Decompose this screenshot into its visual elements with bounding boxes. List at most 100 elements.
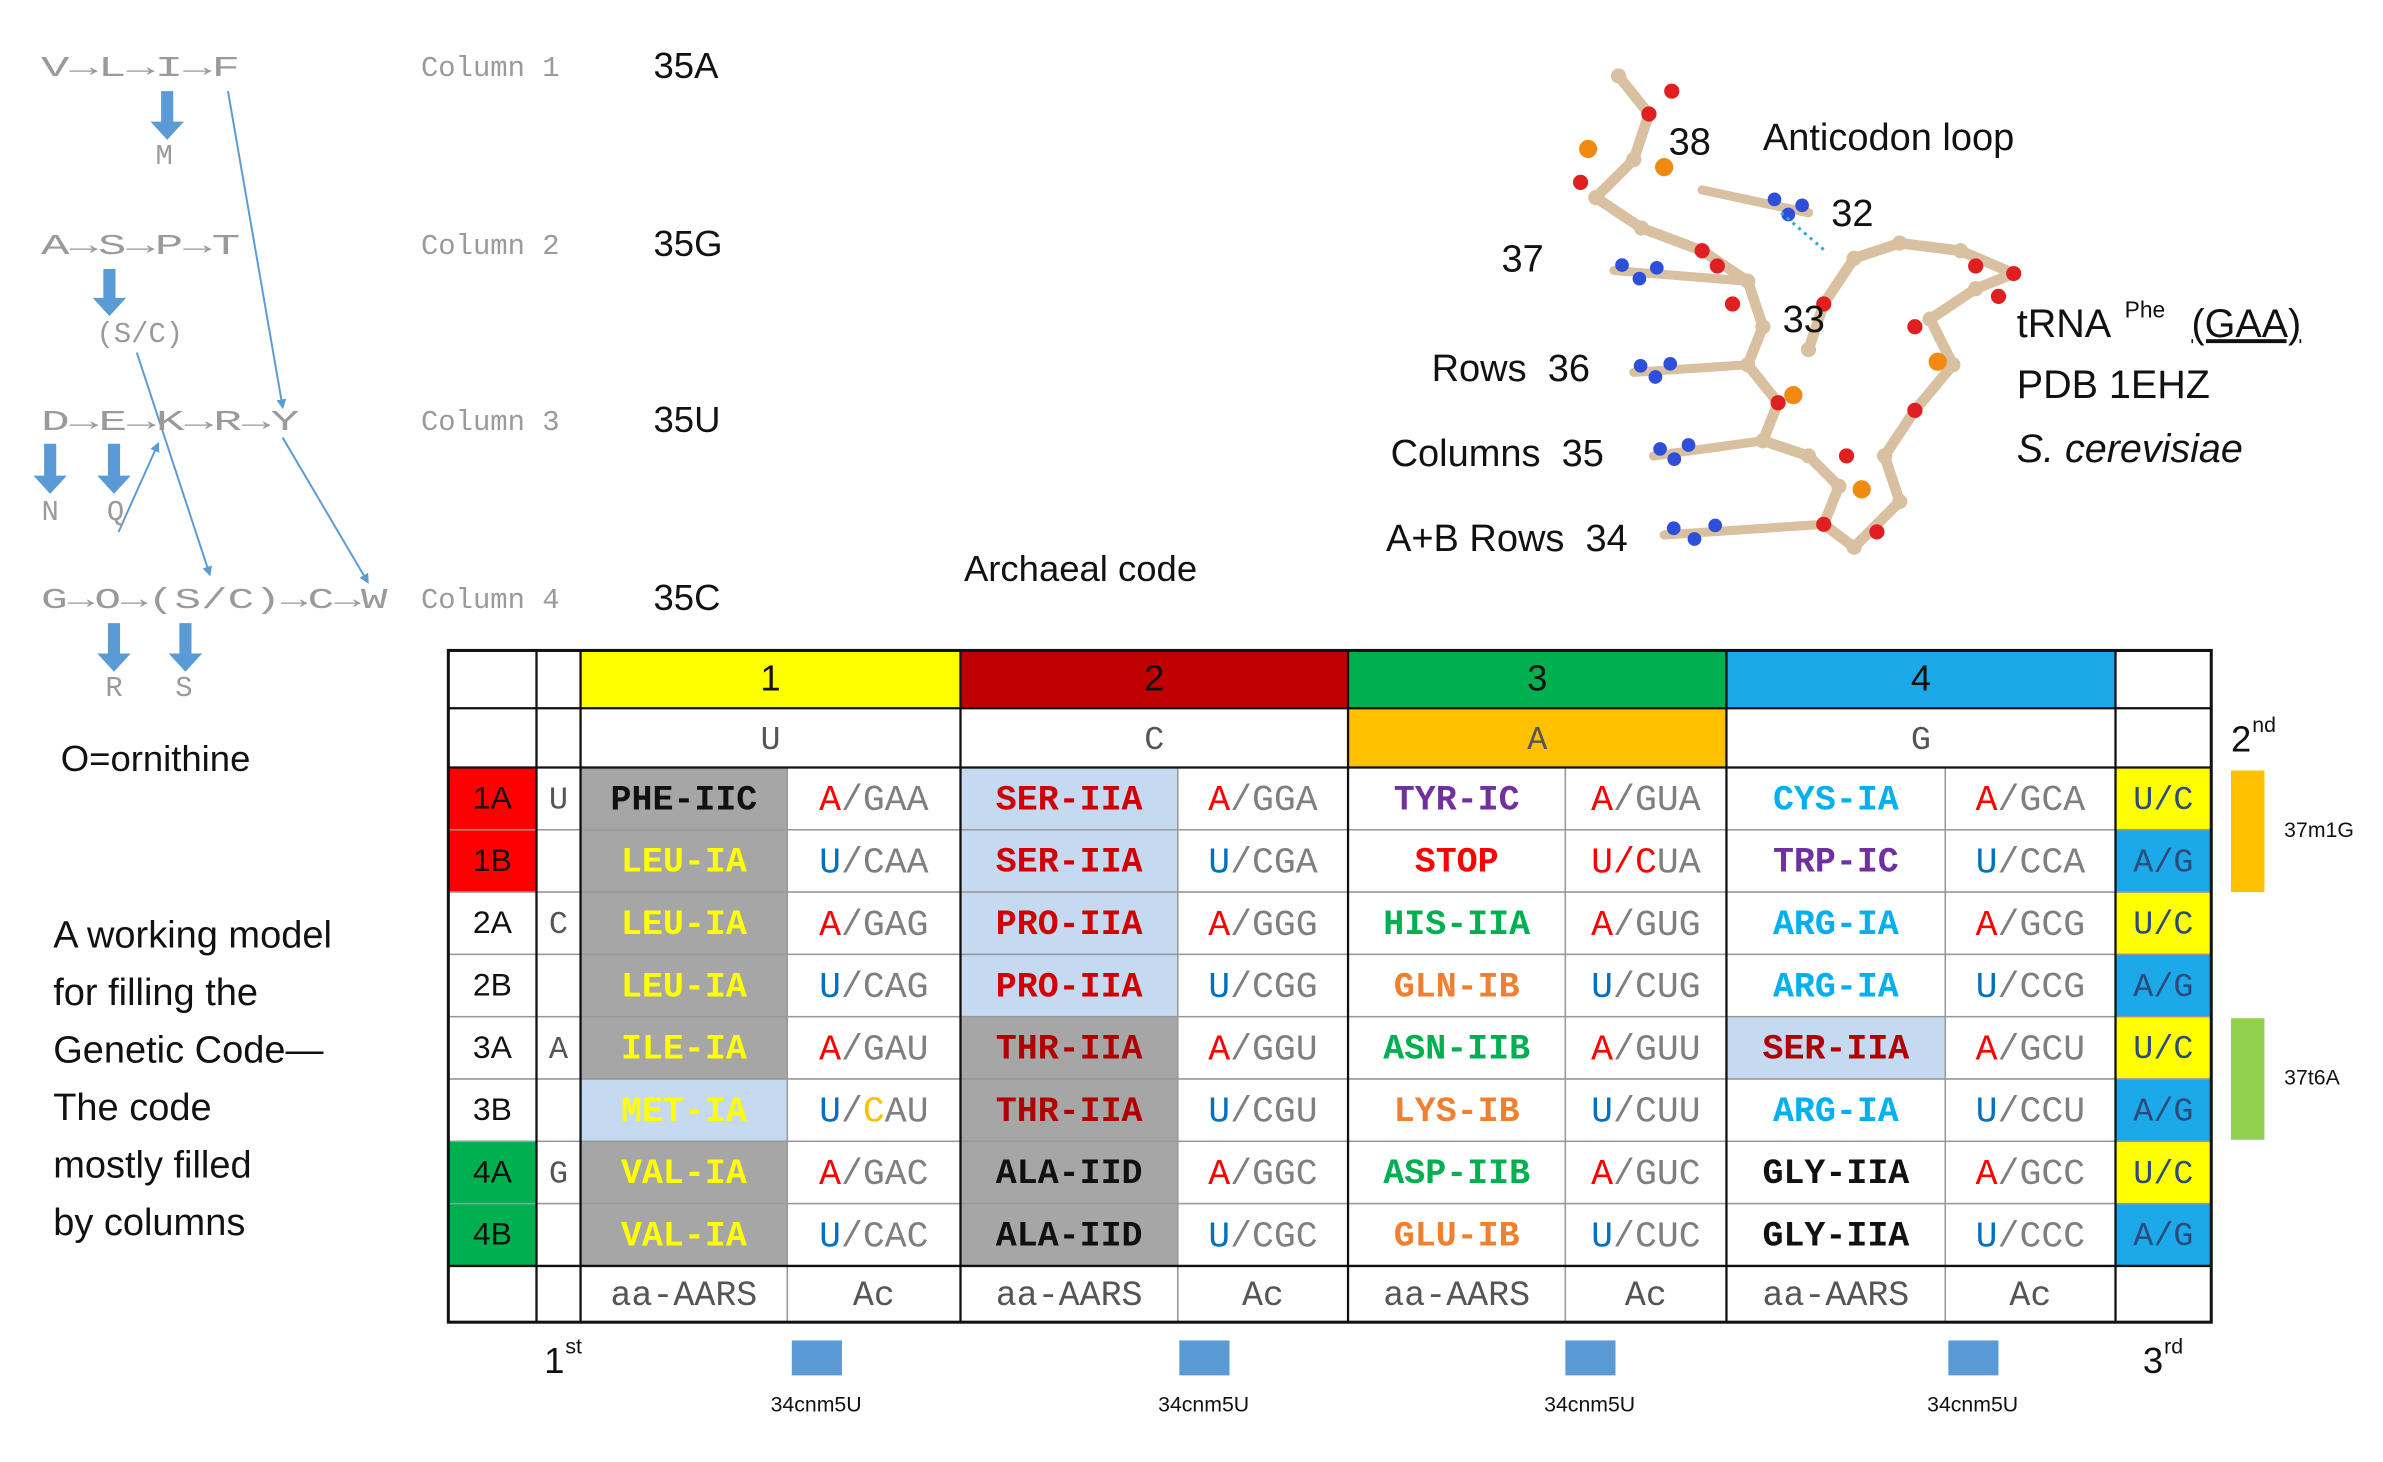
third-base: A/G	[2133, 1094, 2193, 1132]
anticodon-part: U	[1976, 842, 1998, 883]
anticodon: A/GUG	[1591, 904, 1700, 945]
first-base: A	[549, 1031, 569, 1068]
anticodon-part: A	[1591, 904, 1613, 945]
anticodon-part: U	[1208, 967, 1230, 1008]
anticodon-part: /	[841, 1091, 863, 1132]
branch-label: Q	[107, 496, 124, 529]
anticodon-part: AU	[885, 1091, 929, 1132]
footer-cell	[447, 1265, 538, 1323]
footer-cell	[786, 1265, 962, 1323]
atom	[1831, 478, 1847, 494]
third-base: A/G	[2133, 844, 2193, 882]
atom	[1648, 370, 1663, 384]
aars-label: MET-IA	[621, 1093, 747, 1132]
aars-cell	[1347, 829, 1567, 893]
atom	[1838, 448, 1855, 464]
aars-label: ARG-IA	[1773, 906, 1899, 945]
anticodon: U/CCA	[1976, 842, 2086, 883]
atom	[1767, 192, 1782, 207]
anticodon-part: /GGU	[1230, 1029, 1318, 1070]
first-base: G	[549, 1155, 568, 1192]
row-label-cell	[447, 1140, 538, 1205]
aars-label: PHE-IIC	[611, 781, 758, 820]
aars-label: ILE-IA	[621, 1031, 747, 1070]
anticodon: U/CAA	[819, 842, 929, 883]
anticodon-part: C	[863, 1091, 885, 1132]
wobble-label: 34cnm5U	[771, 1392, 862, 1416]
aars-label: LYS-IB	[1394, 1093, 1520, 1132]
aars-label: STOP	[1415, 844, 1499, 883]
aars-label: ARG-IA	[1773, 1093, 1899, 1132]
organism: S. cerevisiae	[2017, 427, 2243, 471]
atom	[1633, 358, 1648, 373]
base-stick	[1659, 519, 1829, 540]
atom	[1633, 220, 1649, 236]
anticodon: A/GUC	[1591, 1154, 1700, 1195]
model-text: Genetic Code—	[53, 1030, 323, 1072]
atom	[1892, 493, 1908, 510]
aars-cell	[579, 829, 789, 893]
atom	[1781, 207, 1796, 222]
anticodon-part: U	[1208, 1216, 1230, 1257]
atom	[1755, 319, 1771, 335]
anticodon-part: U	[819, 967, 841, 1008]
anticodon: U/CAU	[819, 1091, 928, 1132]
atom	[1846, 250, 1862, 266]
wobble-label: 34cnm5U	[1158, 1392, 1249, 1416]
anticodon-cell	[1564, 1140, 1728, 1205]
first-base-cell	[535, 1078, 582, 1143]
anticodon-part: A	[1208, 1154, 1230, 1195]
structure-label: Columns 35	[1391, 433, 1604, 475]
structure-label: A+B Rows 34	[1386, 518, 1628, 560]
column-header: 1	[760, 657, 780, 698]
first-base-cell	[535, 1140, 582, 1205]
branch-label: S	[175, 672, 192, 705]
anticodon-cell	[786, 1078, 962, 1143]
anticodon-part: U	[1591, 967, 1613, 1008]
phosphate	[1579, 139, 1598, 159]
anticodon: A/GCU	[1976, 1029, 2085, 1070]
anticodon: A/GGU	[1208, 1029, 1317, 1070]
anticodon-part: /CCG	[1998, 967, 2086, 1008]
anticodon-cell	[786, 891, 962, 956]
aars-cell	[1725, 829, 1947, 893]
anticodon-cell	[786, 1202, 962, 1267]
phosphate	[1655, 158, 1674, 177]
anticodon-cell	[1177, 1202, 1349, 1267]
anticodon-cell	[1944, 1015, 2117, 1080]
anticodon: A/GUA	[1591, 780, 1701, 821]
first-base: C	[549, 906, 568, 943]
atom	[1740, 273, 1756, 289]
base-header-cell	[1725, 707, 2117, 769]
branch-label: (S/C)	[97, 318, 184, 351]
anticodon: U/CUA	[1591, 842, 1701, 883]
anticodon: A/GUU	[1591, 1029, 1700, 1070]
anticodon: A/GCA	[1976, 780, 2086, 821]
ornithine-note: O=ornithine	[61, 738, 251, 779]
anticodon: U/CUC	[1591, 1216, 1700, 1257]
aars-cell	[959, 1015, 1179, 1080]
aars-label: LEU-IA	[621, 844, 747, 883]
position-sup: st	[565, 1335, 582, 1359]
atom	[1632, 271, 1647, 286]
aars-label: THR-IIA	[996, 1093, 1143, 1132]
base-stick	[1629, 360, 1753, 377]
structure-label: 38	[1669, 121, 1711, 163]
atom	[1667, 452, 1682, 466]
position-label: 3	[2143, 1340, 2163, 1381]
anticodon-part: U	[1591, 1091, 1613, 1132]
wobble-marker	[1179, 1340, 1230, 1376]
anticodon-cell	[1564, 1078, 1728, 1143]
row-label: 1B	[473, 842, 512, 878]
branch-label: R	[105, 672, 122, 705]
structure-label: 37	[1502, 238, 1544, 280]
branch-label: N	[42, 496, 59, 529]
site-label: 35G	[654, 223, 723, 264]
atom	[1990, 288, 2007, 304]
anticodon-part: /GUC	[1613, 1154, 1701, 1195]
aars-cell	[959, 1202, 1179, 1267]
aars-label: TRP-IC	[1773, 844, 1899, 883]
anticodon-part: /CGU	[1230, 1091, 1318, 1132]
anticodon-cell	[1564, 1015, 1728, 1080]
